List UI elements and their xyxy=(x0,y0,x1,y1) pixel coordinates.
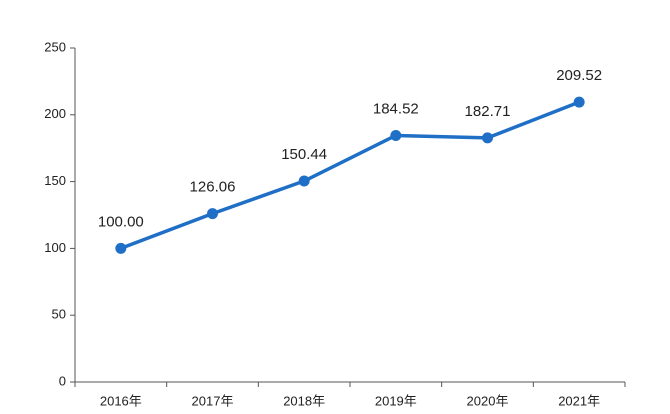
marker xyxy=(207,208,218,220)
x-tick-label: 2017年 xyxy=(192,393,234,408)
marker xyxy=(115,242,127,254)
marker xyxy=(298,175,310,187)
x-tick-label: 2021年 xyxy=(558,393,600,408)
y-tick-label: 250 xyxy=(44,39,66,54)
x-tick-label: 2018年 xyxy=(283,393,325,408)
x-tick-label: 2019年 xyxy=(375,393,417,408)
x-tick-label: 2020年 xyxy=(467,393,509,408)
marker xyxy=(482,132,493,144)
marker xyxy=(390,129,402,141)
y-tick-label: 0 xyxy=(59,373,66,388)
value-label: 150.44 xyxy=(281,146,327,163)
value-label: 184.52 xyxy=(373,100,419,117)
marker xyxy=(573,96,585,108)
value-label: 126.06 xyxy=(190,179,236,196)
value-label: 209.52 xyxy=(556,67,602,84)
y-tick-label: 200 xyxy=(44,106,66,121)
line xyxy=(120,100,580,251)
y-tick-label: 150 xyxy=(44,173,66,188)
value-label: 182.71 xyxy=(465,103,511,120)
value-label: 100.00 xyxy=(98,213,144,230)
y-tick-label: 100 xyxy=(44,240,66,255)
y-tick-label: 50 xyxy=(52,307,66,322)
x-tick-label: 2016年 xyxy=(100,393,142,408)
